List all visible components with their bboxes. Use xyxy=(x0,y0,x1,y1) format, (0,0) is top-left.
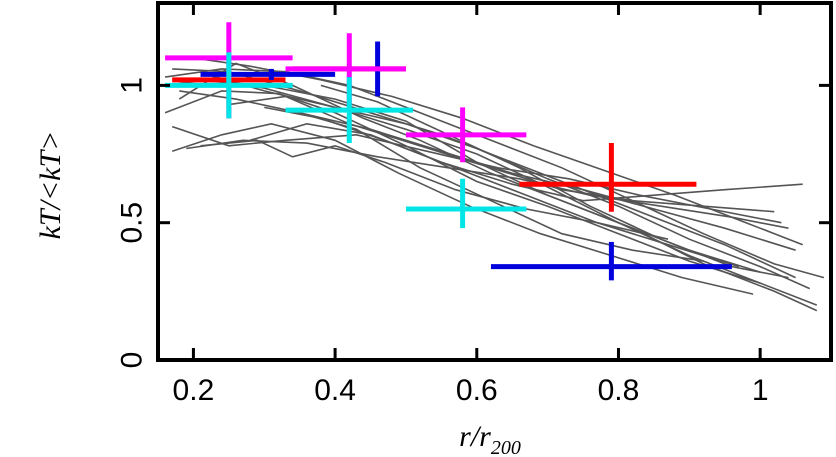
profile-line-3 xyxy=(178,62,818,312)
profile-line-17 xyxy=(299,112,704,262)
y-tick-label-2: 0.5 xyxy=(116,202,149,244)
blue-point-3 xyxy=(490,241,732,281)
x-axis-title: r/r200 xyxy=(459,420,521,457)
profile-line-10 xyxy=(207,73,811,290)
x-axis-title-subscript: 200 xyxy=(491,437,521,457)
y-tick-label-1: 0 xyxy=(116,352,149,369)
profile-line-5 xyxy=(164,90,761,284)
profile-line-15 xyxy=(264,106,740,268)
blue-point-1 xyxy=(200,68,336,80)
y-axis-title: kT/<kT> xyxy=(34,131,67,240)
profile-line-13 xyxy=(228,95,775,213)
axis-ticks xyxy=(158,3,831,362)
x-tick-label-5: 1 xyxy=(752,374,769,407)
x-axis-title-main: r/r xyxy=(459,420,491,453)
cyan-point-1 xyxy=(165,52,293,119)
plot-frame xyxy=(156,1,833,362)
x-tick-label-4: 0.8 xyxy=(598,374,640,407)
magenta-point-3 xyxy=(405,107,527,163)
y-tick-label-3: 1 xyxy=(116,77,149,94)
temperature-profiles xyxy=(164,57,825,312)
x-tick-label-1: 0.2 xyxy=(173,374,215,407)
tick-labels: 0.2 0.4 0.6 0.8 1 0 0.5 1 xyxy=(116,77,769,407)
profile-line-18 xyxy=(320,84,789,279)
profile-line-11 xyxy=(179,90,796,251)
profile-line-9 xyxy=(164,68,825,279)
profile-line-14 xyxy=(249,122,803,202)
profile-line-7 xyxy=(186,139,789,229)
cyan-point-3 xyxy=(405,178,527,229)
red-point-3 xyxy=(519,143,697,212)
x-tick-label-3: 0.6 xyxy=(456,374,498,407)
cyan-point-2 xyxy=(285,77,414,144)
x-tick-label-2: 0.4 xyxy=(314,374,356,407)
data-series xyxy=(165,22,732,281)
magenta-point-2 xyxy=(285,33,406,105)
profile-line-8 xyxy=(200,139,669,240)
profile-line-2 xyxy=(164,79,818,306)
